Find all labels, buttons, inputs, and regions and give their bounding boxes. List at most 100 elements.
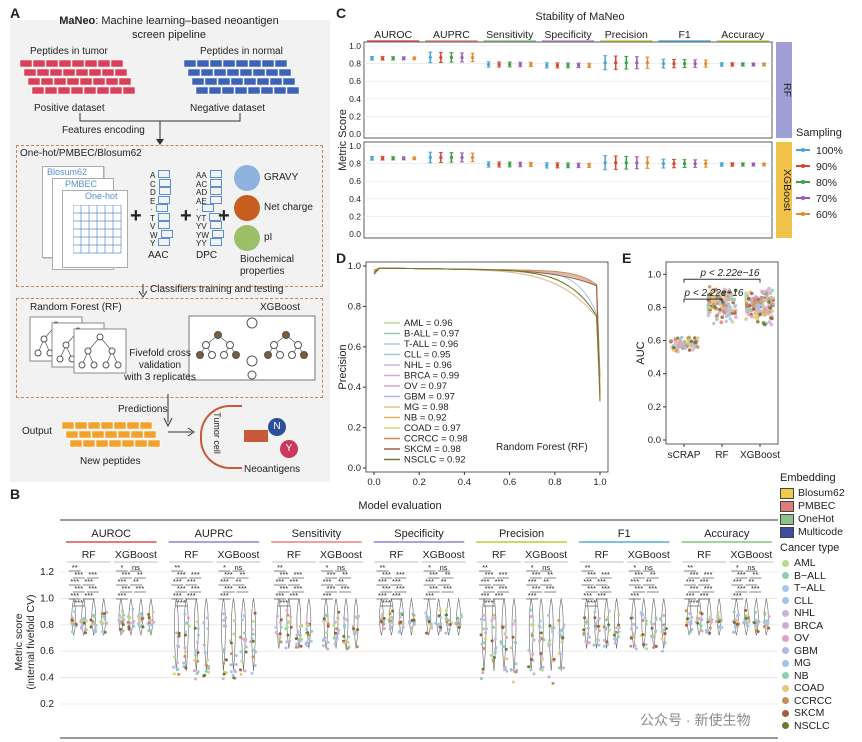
eval-point [479, 633, 483, 637]
y-axis-label: Precision [337, 344, 349, 389]
auc-point [745, 307, 749, 311]
sig-label: *** [289, 591, 298, 600]
sig-label: ** [646, 577, 652, 586]
eval-point [184, 661, 188, 665]
cancer-label: CLL [794, 594, 814, 607]
sig-label: *** [323, 591, 332, 600]
eval-point [514, 641, 518, 645]
auc-point [706, 302, 711, 307]
eval-point [548, 624, 552, 628]
sig-label: *** [700, 577, 709, 586]
embedding-legend-item: OneHot [780, 513, 834, 525]
sig-label: *** [495, 577, 504, 586]
normal-peptide-block [282, 77, 296, 86]
auc-point [733, 288, 738, 293]
eval-point [490, 639, 494, 643]
eval-point [551, 630, 554, 634]
eval-point [664, 627, 668, 631]
cancer-swatch [782, 697, 789, 705]
cancer-swatch [782, 709, 789, 717]
auc-point [764, 297, 769, 302]
cancer-swatch [782, 659, 789, 667]
x-tick-label: 0.8 [548, 477, 561, 488]
tumor-peptide-block [75, 68, 89, 77]
auc-point [693, 336, 697, 340]
eval-point [744, 608, 748, 612]
eval-point [278, 640, 282, 644]
eval-point [241, 637, 245, 641]
eval-point [639, 611, 643, 615]
errorbar-point [555, 63, 560, 67]
model-label: RF [595, 549, 609, 561]
eval-point [456, 618, 460, 622]
onehot-matrix: One-hot [62, 190, 128, 268]
sig-label: *** [323, 577, 332, 586]
eval-point [249, 640, 252, 644]
eval-point [184, 633, 187, 637]
eval-point [196, 620, 199, 624]
y-tick-label: 1.0 [40, 593, 54, 604]
eval-point [285, 625, 289, 629]
eval-point [714, 620, 718, 624]
node-y-icon: Y [280, 440, 298, 458]
tumor-peptide-block [44, 86, 58, 95]
eval-point [644, 622, 648, 626]
eval-point [94, 630, 98, 633]
errorbar-point [486, 162, 491, 167]
model-label: RF [697, 549, 711, 561]
xgboost-tree-node [264, 351, 272, 359]
new-peptide-block [87, 421, 101, 430]
eval-point [120, 616, 124, 620]
eval-point [688, 612, 692, 616]
eval-point [335, 637, 339, 641]
eval-point [409, 628, 413, 632]
eval-point [616, 635, 620, 639]
onehot-label: One-hot [85, 191, 118, 201]
eval-point [708, 615, 712, 619]
y-tick-label: 0.2 [348, 423, 361, 434]
embedding-legend-item: Multicode [780, 526, 843, 538]
violin-outline [323, 598, 329, 649]
y-tick-label: 0.8 [648, 302, 661, 313]
sig-label: *** [634, 570, 643, 579]
sig-label: *** [191, 584, 200, 593]
tumor-peptide-block [36, 68, 50, 77]
y-tick-label: 0.8 [40, 620, 54, 631]
eval-point [196, 659, 200, 663]
eval-point [480, 642, 484, 646]
eval-point [587, 635, 591, 639]
y-axis-label-sub: (internal fivefold CV) [25, 594, 37, 689]
xgboost-tree-node [300, 351, 308, 359]
errorbar-point [497, 62, 501, 67]
eval-point [696, 621, 700, 625]
auc-point [713, 299, 718, 303]
tumor-peptide-block [84, 59, 98, 68]
auc-point [764, 289, 769, 293]
sig-label: *** [275, 591, 284, 600]
tumor-peptide-block [31, 86, 45, 95]
errorbar-point [762, 162, 766, 167]
eval-point [509, 668, 513, 672]
panel-c-letter: C [336, 5, 347, 21]
auc-point [727, 297, 732, 302]
errorbar-point [762, 62, 766, 67]
eval-point [529, 668, 533, 672]
eval-point [196, 651, 200, 655]
y-tick-label: 1.0 [648, 269, 661, 280]
aac-cell: D [150, 187, 178, 197]
eval-point [345, 647, 349, 651]
errorbar-point [428, 55, 432, 60]
aac-cell: V [150, 221, 178, 231]
xgboost-tree-node [270, 341, 278, 349]
violin-outline [558, 598, 564, 672]
metric-strip-label: Precision [605, 29, 648, 41]
sig-label: *** [382, 584, 391, 593]
y-tick-label: 0.2 [648, 402, 661, 413]
dpc-label: DPC [196, 250, 218, 261]
sig-label: * [326, 563, 329, 572]
eval-point [444, 617, 448, 621]
errorbar-point [486, 62, 491, 67]
eval-point [663, 632, 667, 636]
eval-point [175, 661, 179, 665]
eval-point [558, 631, 562, 635]
